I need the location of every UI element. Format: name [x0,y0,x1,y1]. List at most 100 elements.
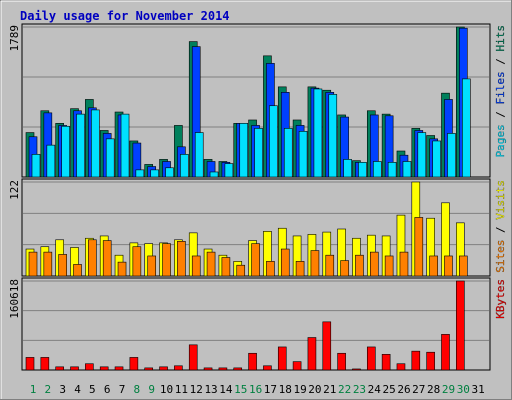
x-tick-label: 17 [264,383,277,396]
bar [447,133,456,178]
bar [313,88,323,178]
bar [31,154,41,178]
bar [337,352,346,371]
bar [269,105,278,178]
bar [358,162,367,178]
bar [263,365,272,371]
bar [266,261,275,277]
bar [117,261,127,277]
bar [55,366,64,371]
bar [411,350,421,371]
x-tick-label: 25 [383,383,396,396]
bar [43,251,53,277]
bar [144,367,154,371]
x-tick-label: 13 [204,383,217,396]
bar [372,161,382,178]
bar [307,337,317,371]
legend-separator: / [494,220,507,240]
x-tick-label: 16 [249,383,262,396]
x-tick-label: 5 [89,383,96,396]
bar [298,131,308,178]
bar [233,367,243,371]
bar [441,334,450,371]
bar [120,113,130,178]
bar [280,248,290,277]
bar [174,365,183,371]
bar [206,251,216,277]
legend-entry: Hits [494,25,507,52]
x-tick-label: 6 [104,383,111,396]
bar [25,357,35,371]
bar [456,280,465,371]
legend-entry: KBytes [494,279,507,319]
bar [70,366,79,371]
bar [381,354,391,371]
bar [159,366,168,371]
bar [387,162,397,178]
x-tick-label: 19 [293,383,306,396]
x-tick-label: 24 [368,383,382,396]
bar [224,163,234,178]
bar [459,255,468,277]
bar [239,123,249,178]
bar [180,154,189,178]
x-tick-label: 20 [308,383,321,396]
bar [310,250,320,277]
x-tick-label: 28 [427,383,440,396]
bar [352,368,361,371]
bar [114,366,124,371]
bar [150,169,160,178]
bar [165,167,174,178]
bar [396,363,406,371]
bar [99,366,109,371]
x-tick-label: 7 [119,383,126,396]
bar [129,357,139,371]
bar [236,264,246,277]
bar [73,264,82,277]
bar [355,254,364,277]
x-tick-label: 10 [160,383,173,396]
bar [384,255,394,277]
x-tick-label: 18 [279,383,292,396]
x-tick-label: 8 [134,383,141,396]
x-tick-label: 15 [234,383,247,396]
bar [135,169,145,178]
bar [28,251,38,277]
legend-entry: Files [494,71,507,104]
bar [325,254,335,277]
x-tick-label: 29 [442,383,455,396]
y-tick-label: 160618 [8,279,21,319]
x-tick-label: 21 [323,383,336,396]
bar [105,138,115,178]
bar [147,255,157,277]
bar [251,243,260,277]
bar [254,128,263,178]
legend-entry: Visits [494,180,507,220]
x-tick-label: 27 [412,383,425,396]
bar [132,246,142,277]
bar [340,260,349,277]
bar [191,255,201,277]
legend: Pages / Files / Hits [494,25,507,158]
bar [221,257,231,277]
bar [88,239,97,277]
bar [40,357,50,371]
x-tick-label: 31 [472,383,485,396]
y-tick-label: 1789 [8,25,21,52]
bar [399,251,409,277]
legend-entry: Pages [494,124,507,157]
bar [429,255,438,277]
bar [76,113,85,178]
bar [283,128,293,178]
bar [444,255,453,277]
x-tick-label: 3 [59,383,66,396]
y-tick-label: 122 [8,180,21,200]
bar [177,241,186,277]
bar [203,367,213,371]
bar [85,363,94,371]
bar [218,367,228,371]
x-tick-label: 9 [148,383,155,396]
bar [322,321,332,371]
x-tick-label: 26 [397,383,410,396]
bar [343,159,352,178]
